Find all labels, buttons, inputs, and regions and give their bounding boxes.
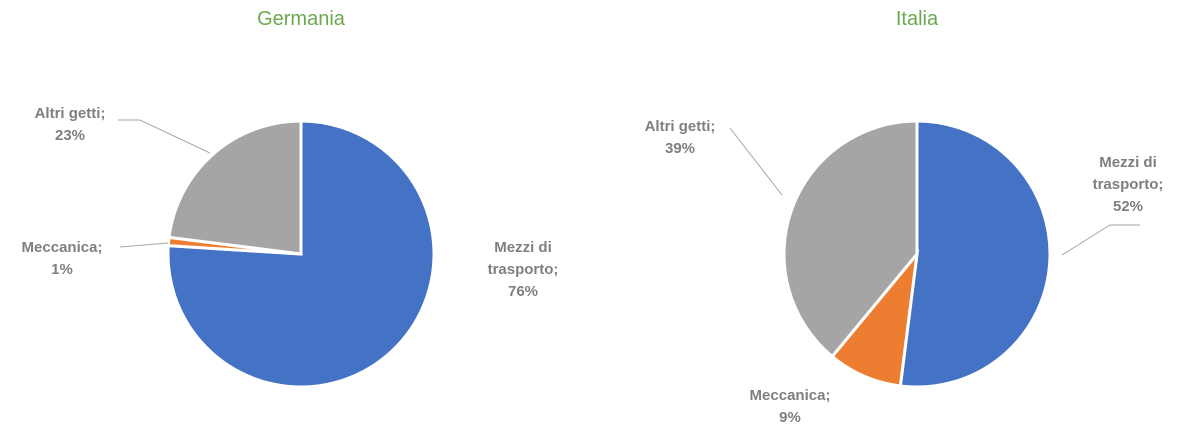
data-label: Altri getti; 39% — [625, 116, 735, 160]
separator: ; — [97, 239, 103, 256]
value-label: 23% — [54, 127, 86, 144]
chart-title: Germania — [257, 8, 345, 30]
value-label: 52% — [1112, 198, 1144, 215]
leader-line — [1061, 224, 1140, 256]
chart-title: Italia — [895, 8, 939, 30]
data-label: Mezzi di trasporto; 76% — [473, 237, 573, 303]
category-name: Meccanica — [21, 239, 98, 256]
value-label: 39% — [664, 140, 696, 157]
pie-slice — [898, 119, 1052, 389]
separator: ; — [710, 118, 716, 135]
data-label: Meccanica; 1% — [7, 237, 117, 281]
separator: ; — [825, 387, 831, 404]
separator: ; — [100, 105, 106, 122]
category-name: Mezzi di trasporto — [1092, 154, 1159, 193]
category-name: Altri getti — [644, 118, 711, 135]
value-label: 9% — [779, 409, 801, 426]
data-label: Mezzi di trasporto; 52% — [1078, 152, 1178, 218]
leader-line — [118, 119, 211, 154]
data-label: Meccanica; 9% — [735, 385, 845, 429]
category-name: Meccanica — [749, 387, 826, 404]
category-name: Mezzi di trasporto — [487, 239, 554, 278]
value-label: 1% — [51, 261, 73, 278]
pie-slice — [167, 119, 303, 256]
leader-line — [729, 127, 783, 196]
separator: ; — [1158, 176, 1164, 193]
separator: ; — [553, 261, 559, 278]
data-label: Altri getti; 23% — [15, 103, 125, 147]
value-label: 76% — [507, 283, 539, 300]
leader-line — [119, 242, 169, 248]
pie-slice — [782, 119, 919, 359]
category-name: Altri getti — [34, 105, 101, 122]
